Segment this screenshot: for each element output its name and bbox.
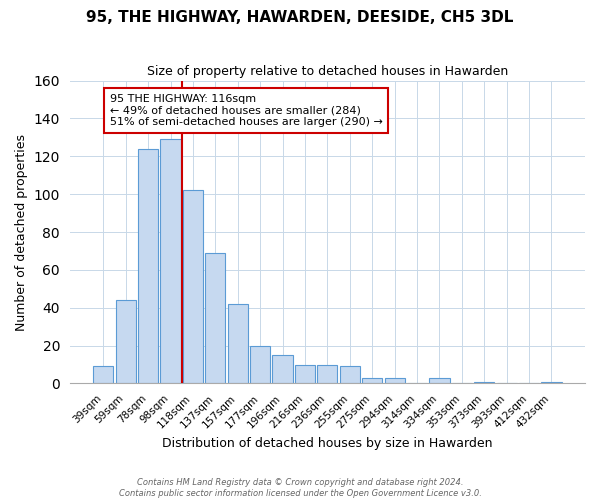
Text: 95, THE HIGHWAY, HAWARDEN, DEESIDE, CH5 3DL: 95, THE HIGHWAY, HAWARDEN, DEESIDE, CH5 … <box>86 10 514 25</box>
Bar <box>385 378 405 384</box>
Title: Size of property relative to detached houses in Hawarden: Size of property relative to detached ho… <box>147 65 508 78</box>
Y-axis label: Number of detached properties: Number of detached properties <box>15 134 28 330</box>
Bar <box>317 364 337 384</box>
Bar <box>93 366 113 384</box>
Bar <box>430 378 449 384</box>
Bar <box>183 190 203 384</box>
Text: 95 THE HIGHWAY: 116sqm
← 49% of detached houses are smaller (284)
51% of semi-de: 95 THE HIGHWAY: 116sqm ← 49% of detached… <box>110 94 383 127</box>
Bar <box>138 148 158 384</box>
Bar <box>205 253 226 384</box>
Bar <box>272 355 293 384</box>
Bar <box>160 139 181 384</box>
X-axis label: Distribution of detached houses by size in Hawarden: Distribution of detached houses by size … <box>162 437 493 450</box>
Bar <box>250 346 270 384</box>
Text: Contains HM Land Registry data © Crown copyright and database right 2024.
Contai: Contains HM Land Registry data © Crown c… <box>119 478 481 498</box>
Bar <box>227 304 248 384</box>
Bar <box>295 364 315 384</box>
Bar <box>116 300 136 384</box>
Bar <box>474 382 494 384</box>
Bar <box>541 382 562 384</box>
Bar <box>362 378 382 384</box>
Bar <box>340 366 360 384</box>
